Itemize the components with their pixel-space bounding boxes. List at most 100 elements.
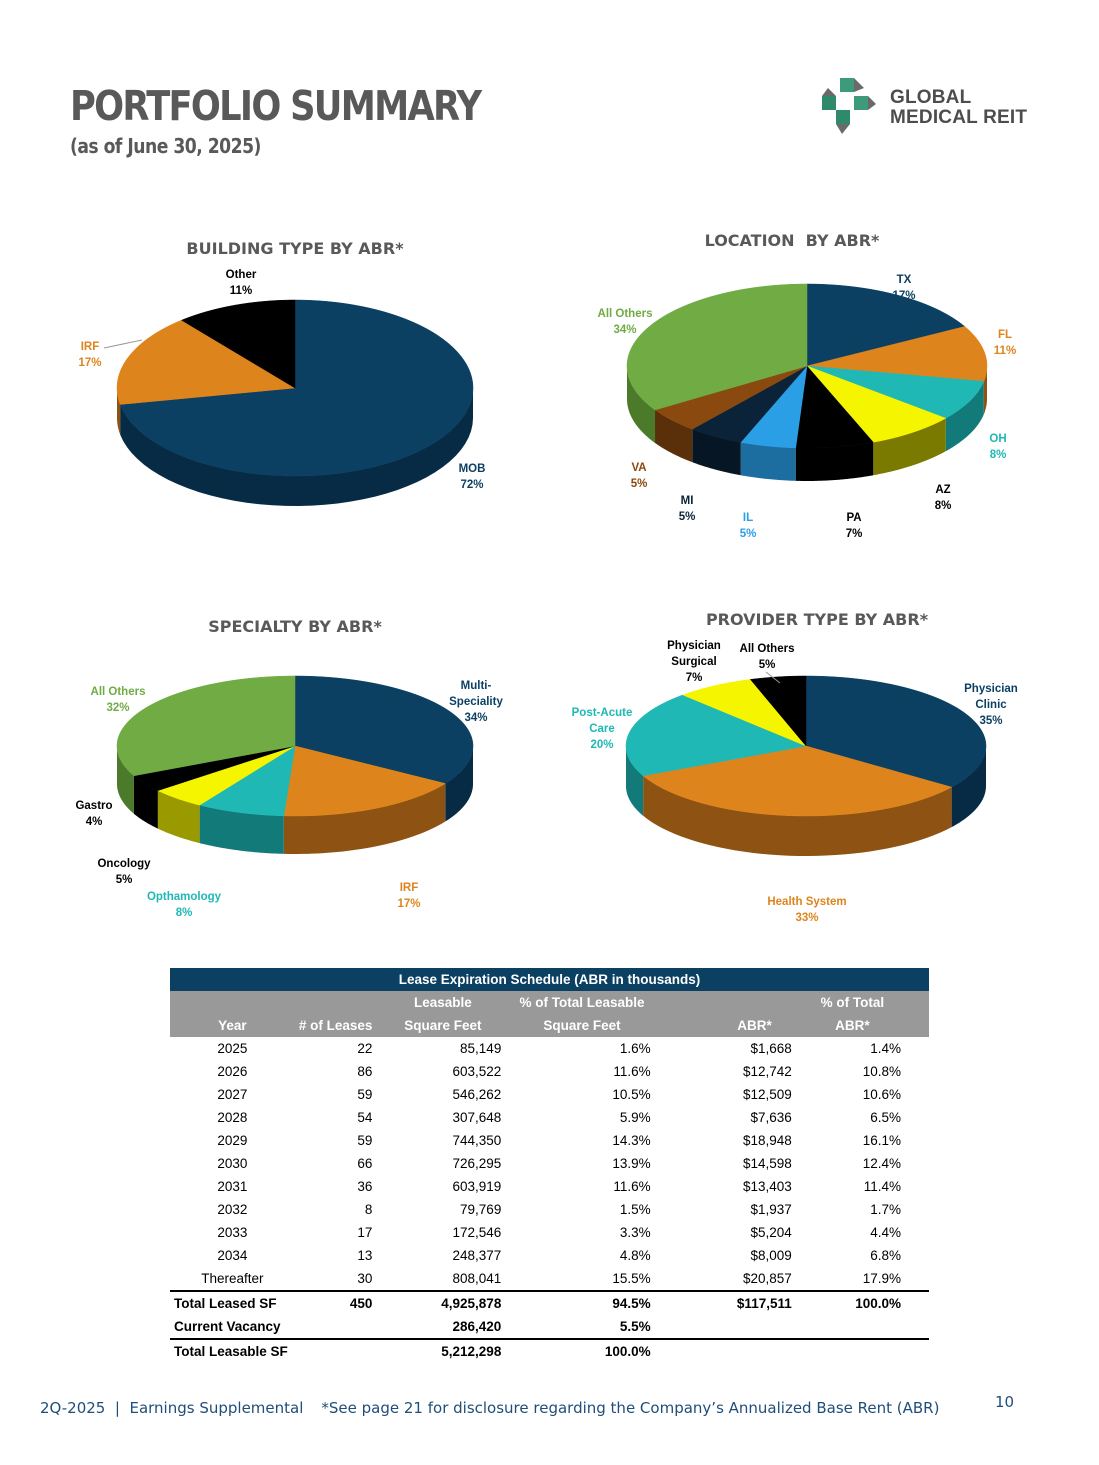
table-cell: 2026 <box>217 1064 248 1079</box>
header-abr-pct: ABR* <box>799 1014 929 1037</box>
header-square-feet-pct: Square Feet <box>509 1014 657 1037</box>
current-vacancy-row: Current Vacancy 286,420 5.5% <box>174 1319 651 1334</box>
table-row: 2025 22 85,149 1.6% $1,668 1.4% <box>170 1037 929 1060</box>
table-cell: 3.3% <box>619 1225 651 1240</box>
label-phys-clinic-2: Clinic <box>975 699 1007 711</box>
table-row: 2027 59 546,262 10.5% $12,509 10.6% <box>170 1083 929 1106</box>
total-leasable-row: Total Leasable SF 5,212,298 100.0% <box>170 1338 929 1363</box>
table-cell: 2033 <box>217 1225 248 1240</box>
table-cell: 307,648 <box>452 1110 502 1125</box>
provider-type-title: PROVIDER TYPE BY ABR* <box>706 610 929 629</box>
pie-side-multi-speciality <box>445 746 473 822</box>
irf-leader-line <box>103 339 143 349</box>
table-cell: 10.5% <box>612 1087 651 1102</box>
table-cell: 11.6% <box>613 1064 651 1079</box>
table-cell: $12,742 <box>742 1064 792 1079</box>
pie-side-irf <box>117 388 121 435</box>
label-spec-all-others-pct: 32% <box>106 702 129 714</box>
location-pie <box>626 283 988 481</box>
table-cell: 1.4% <box>870 1041 901 1056</box>
pie-slice-oncology <box>157 745 296 806</box>
header-leases: # of Leases <box>294 1014 381 1037</box>
label-prov-all-others-pct: 5% <box>759 659 776 671</box>
pie-side-gastro <box>133 775 158 829</box>
header-leasable: Leasable <box>380 991 510 1014</box>
label-il-pct: 5% <box>740 528 757 540</box>
pie-slice-other <box>180 299 296 389</box>
label-mob-pct: 72% <box>460 479 483 491</box>
table-banner: Lease Expiration Schedule (ABR in thousa… <box>170 968 929 991</box>
pie-side-va <box>655 409 693 463</box>
label-oh-pct: 8% <box>990 449 1007 461</box>
table-cell: 8 <box>364 1202 373 1217</box>
label-onc-pct: 5% <box>116 874 133 886</box>
pie-side-fl <box>983 366 987 415</box>
label-loc-all-others-pct: 34% <box>613 324 636 336</box>
table-row: Thereafter 30 808,041 15.5% $20,857 17.9% <box>170 1267 929 1291</box>
table-cell: $1,668 <box>750 1041 792 1056</box>
svg-text:AZ8%: AZ 8% <box>935 484 952 512</box>
pie-slice-mob <box>119 299 474 477</box>
table-cell: 36 <box>357 1179 373 1194</box>
label-multi: Multi- <box>461 680 492 692</box>
pie-side-physician-clinic <box>951 746 986 828</box>
pie-side-opthamology <box>199 805 284 854</box>
label-va: VA <box>631 462 646 474</box>
label-other: Other <box>226 269 257 281</box>
table-cell: 79,769 <box>460 1202 502 1217</box>
specialty-pie <box>116 675 474 854</box>
pie-slice-va <box>654 365 808 430</box>
pie-slice-irf <box>116 319 296 405</box>
svg-text:IL5%: IL 5% <box>740 512 757 540</box>
table-cell: 86 <box>357 1064 373 1079</box>
table-cell: 12.4% <box>862 1156 901 1171</box>
table-cell: 15.5% <box>612 1271 651 1286</box>
table-cell: 10.8% <box>862 1064 901 1079</box>
label-post-acute-pct: 20% <box>590 739 613 751</box>
table-cell: 85,149 <box>460 1041 502 1056</box>
table-cell: 6.8% <box>870 1248 901 1263</box>
label-gastro-pct: 4% <box>86 816 103 828</box>
footer-left: 2Q-2025 | Earnings Supplemental <box>40 1399 304 1417</box>
svg-text:MI5%: MI 5% <box>679 495 696 523</box>
pie-slice-az <box>806 365 947 443</box>
table-row: 2029 59 744,350 14.3% $18,948 16.1% <box>170 1129 929 1152</box>
table-cell: 30 <box>357 1271 373 1286</box>
total-leased-row: Total Leased SF 450 4,925,878 94.5% $117… <box>170 1290 929 1315</box>
label-mi: MI <box>681 495 694 507</box>
page-title: PORTFOLIO SUMMARY <box>70 82 482 130</box>
pie-side-mi <box>692 429 741 476</box>
label-prov-all-others: All Others <box>740 643 795 655</box>
table-cell: 4.4% <box>870 1225 901 1240</box>
table-header-bottom: Year # of Leases Square Feet Square Feet… <box>170 1014 929 1037</box>
table-cell: 10.6% <box>862 1087 901 1102</box>
table-cell: 726,295 <box>452 1156 502 1171</box>
table-cell: 17.9% <box>862 1271 901 1286</box>
page-subtitle: (as of June 30, 2025) <box>70 134 261 158</box>
label-phys-clinic-pct: 35% <box>979 715 1002 727</box>
header-pct-total-leasable: % of Total Leasable <box>509 991 657 1014</box>
pie-sides <box>627 366 987 481</box>
building-type-title: BUILDING TYPE BY ABR* <box>186 239 404 258</box>
pie-slice-multi-speciality <box>294 675 474 784</box>
pie-slice-tx <box>806 283 966 367</box>
label-spec-irf-pct: 17% <box>397 898 420 910</box>
pie-slice-all-others <box>749 675 807 747</box>
table-cell: 2025 <box>217 1041 248 1056</box>
label-mob: MOB <box>459 463 486 475</box>
table-cell: 16.1% <box>862 1133 901 1148</box>
label-post-acute-1: Post-Acute <box>572 707 633 719</box>
label-tx-pct: 17% <box>892 290 915 302</box>
table-cell: 13.9% <box>612 1156 651 1171</box>
